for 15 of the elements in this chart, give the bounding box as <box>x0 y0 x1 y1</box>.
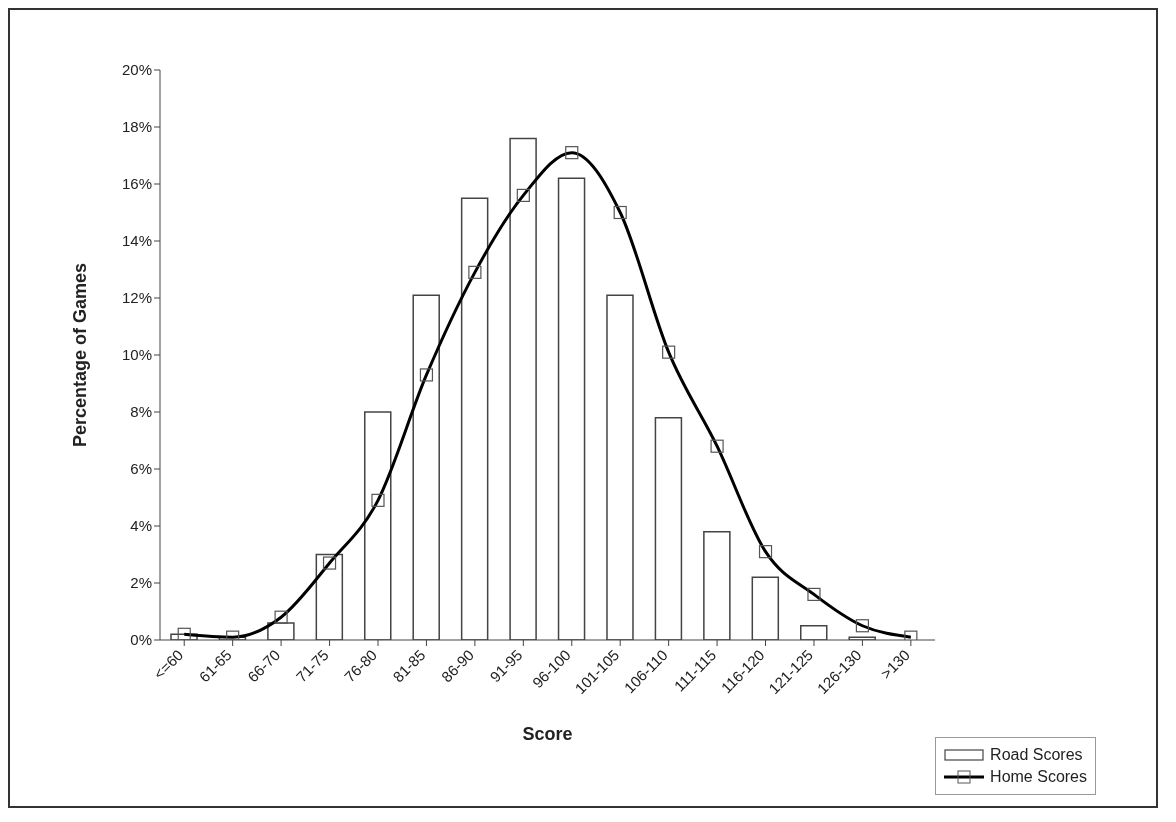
y-tick-label: 12% <box>121 289 152 307</box>
legend-label: Road Scores <box>990 746 1083 764</box>
y-tick-label: 20% <box>121 61 152 79</box>
y-axis-title: Percentage of Games <box>70 262 91 448</box>
legend-label: Home Scores <box>990 768 1087 786</box>
y-tick-label: 18% <box>121 118 152 136</box>
x-axis-title: Score <box>522 724 573 744</box>
y-tick-label: 0% <box>130 631 152 649</box>
y-tick-label: 8% <box>130 403 152 421</box>
y-tick-label: 6% <box>130 460 152 478</box>
y-tick-label: 10% <box>121 346 152 364</box>
y-tick-label: 2% <box>130 574 152 592</box>
y-tick-label: 4% <box>130 517 152 535</box>
y-tick-label: 14% <box>121 232 152 250</box>
y-tick-label: 16% <box>121 175 152 193</box>
